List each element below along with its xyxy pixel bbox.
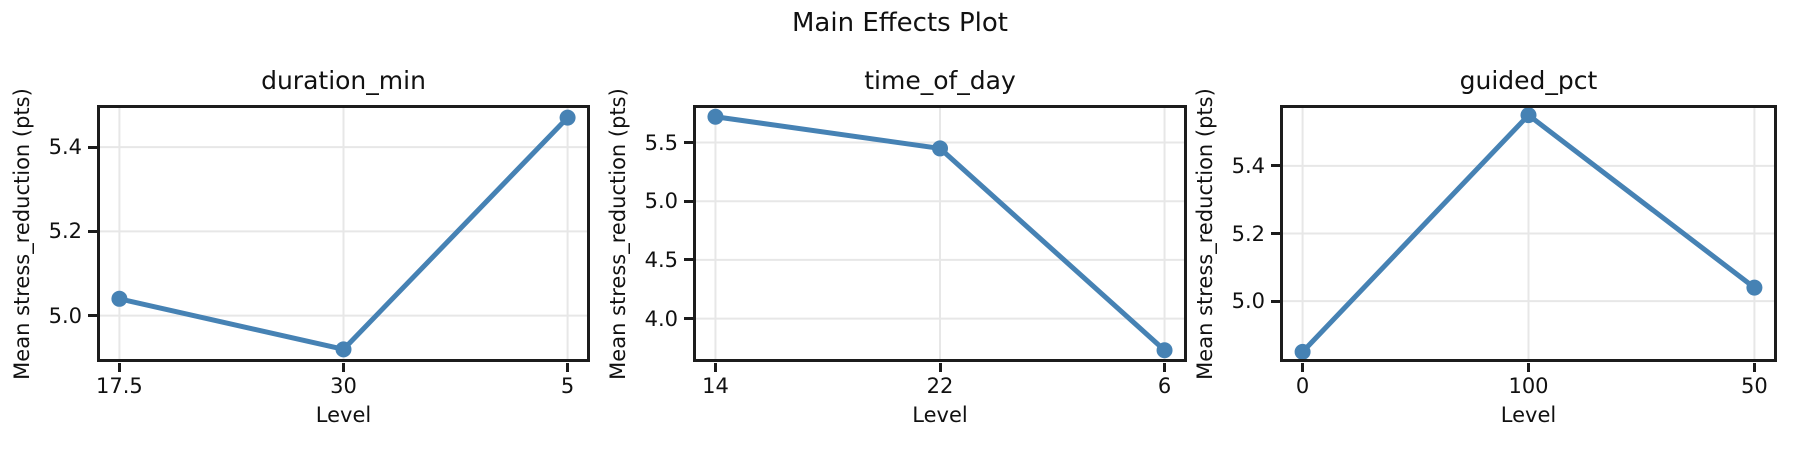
x-tick-label: 14 [702, 374, 729, 398]
y-tick-label: 4.5 [644, 247, 678, 272]
y-tick-label: 5.0 [48, 303, 82, 328]
y-tick-label: 5.4 [1231, 153, 1265, 178]
x-tick-mark [1163, 363, 1167, 372]
y-tick-mark [88, 229, 97, 233]
y-tick-mark [1271, 164, 1280, 168]
y-tick-mark [88, 145, 97, 149]
y-tick-label: 5.4 [48, 135, 82, 160]
axes-frame [97, 105, 590, 362]
axes-frame [693, 105, 1187, 362]
figure-suptitle: Main Effects Plot [792, 8, 1008, 38]
y-tick-mark [684, 258, 693, 262]
subplot-title: time_of_day [864, 66, 1016, 95]
data-point-marker [1746, 279, 1763, 296]
axes-frame [1280, 105, 1777, 362]
y-tick-mark [684, 317, 693, 321]
x-tick-mark [1752, 363, 1756, 372]
x-tick-mark [938, 363, 942, 372]
data-point-marker [1520, 107, 1537, 124]
y-tick-label: 5.0 [1231, 289, 1265, 314]
data-point-marker [559, 109, 576, 126]
y-tick-label: 5.2 [48, 219, 82, 244]
x-tick-mark [342, 363, 345, 372]
subplot-title: duration_min [261, 66, 426, 95]
data-point-marker [932, 140, 948, 157]
data-point-marker [335, 341, 352, 358]
x-tick-mark [117, 363, 121, 372]
x-tick-label: 5 [560, 374, 575, 398]
y-tick-mark [1271, 232, 1280, 235]
x-tick-mark [1301, 363, 1305, 372]
x-tick-label: 17.5 [96, 374, 143, 398]
y-tick-label: 4.0 [644, 306, 678, 331]
y-tick-mark [88, 314, 97, 318]
x-tick-label: 0 [1295, 374, 1310, 398]
x-tick-mark [566, 363, 570, 372]
x-axis-label: Level [1500, 403, 1557, 427]
x-tick-label: 22 [926, 374, 954, 398]
y-tick-mark [1271, 299, 1280, 303]
x-axis-label: Level [315, 403, 372, 427]
data-point-marker [111, 290, 128, 307]
plot-area [693, 105, 1187, 362]
x-tick-label: 6 [1157, 374, 1172, 398]
x-tick-mark [713, 363, 717, 372]
subplot-title: guided_pct [1459, 66, 1598, 95]
x-tick-label: 100 [1508, 374, 1549, 398]
y-tick-label: 5.0 [644, 189, 678, 214]
data-point-marker [707, 108, 724, 125]
x-tick-label: 30 [330, 374, 357, 398]
data-point-marker [1156, 342, 1173, 359]
plot-area [1280, 105, 1777, 362]
y-tick-label: 5.2 [1231, 221, 1265, 246]
plot-area [97, 105, 590, 362]
x-tick-label: 50 [1741, 374, 1768, 398]
y-tick-mark [684, 141, 693, 145]
y-tick-mark [684, 199, 693, 203]
x-axis-label: Level [912, 403, 968, 427]
x-tick-mark [1527, 363, 1530, 372]
data-point-marker [1294, 343, 1311, 360]
y-tick-label: 5.5 [644, 130, 678, 155]
